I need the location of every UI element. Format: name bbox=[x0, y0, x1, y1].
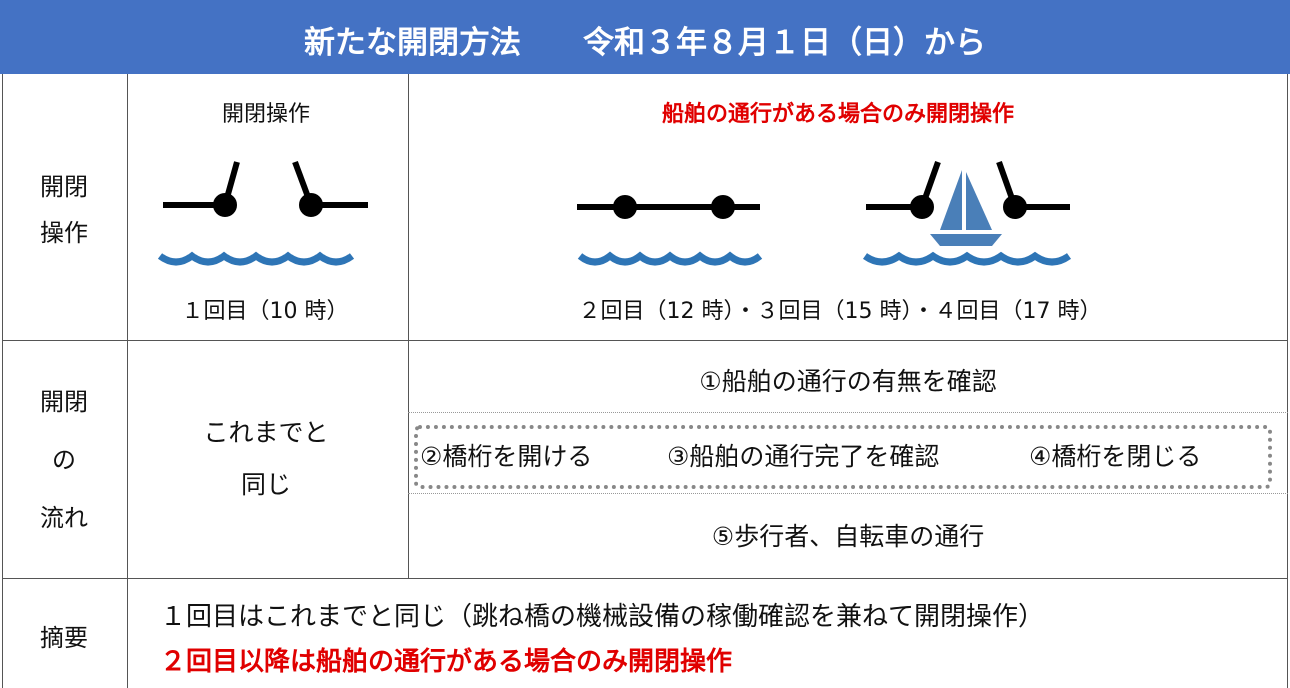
bridge-open-icon bbox=[163, 160, 368, 217]
table-border bbox=[2, 74, 1288, 688]
row-label: 操作 bbox=[40, 219, 88, 247]
cell-heading: 開閉操作 bbox=[221, 102, 311, 127]
cell-text: これまでと bbox=[203, 418, 329, 447]
cell-heading: 船舶の通行がある場合のみ開閉操作 bbox=[661, 102, 1015, 127]
header-title: 新たな開閉方法 令和３年８月１日（日）から bbox=[304, 25, 986, 61]
waves bbox=[157, 251, 1072, 266]
summary-text: ２回目以降は船舶の通行がある場合のみ開閉操作 bbox=[160, 647, 733, 677]
col-divider bbox=[127, 74, 128, 688]
cell-text: 同じ bbox=[240, 470, 292, 499]
row-label: 摘要 bbox=[40, 624, 88, 652]
header-bar bbox=[0, 0, 1290, 74]
summary-text: １回目はこれまでと同じ（跳ね橋の機械設備の稼働確認を兼ねて開閉操作） bbox=[160, 602, 1045, 632]
step-box bbox=[414, 425, 1272, 489]
bridge-open-boat-icon bbox=[866, 160, 1070, 219]
row-divider bbox=[2, 340, 1288, 341]
flow-step: ①船舶の通行の有無を確認 bbox=[699, 367, 997, 396]
cell-caption: １回目（10 時） bbox=[181, 299, 349, 324]
row-label: の bbox=[52, 446, 76, 474]
row-label: 流れ bbox=[40, 504, 88, 532]
flow-step: ④橋桁を閉じる bbox=[1029, 442, 1202, 471]
step-divider bbox=[408, 493, 1288, 494]
row-label: 開閉 bbox=[40, 388, 88, 416]
col-divider bbox=[408, 74, 409, 578]
cell-caption: ２回目（12 時）・３回目（15 時）・４回目（17 時） bbox=[578, 299, 1102, 324]
sailboat bbox=[930, 170, 1002, 246]
step-divider bbox=[408, 412, 1288, 413]
row-divider bbox=[2, 578, 1288, 579]
flow-step: ③船舶の通行完了を確認 bbox=[667, 442, 940, 471]
flow-step: ②橋桁を開ける bbox=[420, 442, 593, 471]
bridge-closed-icon bbox=[577, 195, 760, 219]
flow-step: ⑤歩行者、自転車の通行 bbox=[711, 522, 985, 551]
row-label: 開閉 bbox=[40, 173, 88, 201]
